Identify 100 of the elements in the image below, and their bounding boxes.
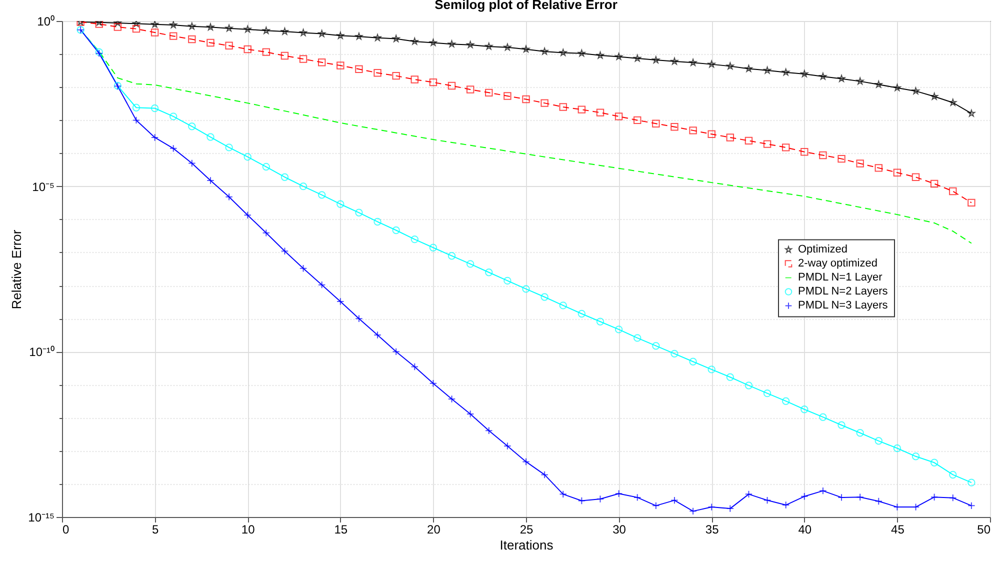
point: [856, 429, 864, 437]
x-tick-label: 0: [62, 522, 70, 536]
point: [150, 28, 159, 36]
point: [318, 58, 326, 66]
y-axis-title: Relative Error: [9, 229, 24, 310]
point: [968, 478, 976, 486]
point: [410, 362, 418, 371]
point: [838, 494, 846, 502]
point: [504, 276, 512, 285]
point: [819, 72, 827, 80]
point: [744, 490, 753, 498]
point: [188, 122, 196, 130]
point: [504, 442, 512, 450]
point: [466, 260, 474, 268]
point: [318, 280, 326, 289]
x-tick-label: 20: [427, 522, 441, 536]
point: [652, 342, 660, 350]
point: [763, 389, 772, 398]
point: [448, 395, 456, 403]
point: [800, 492, 808, 500]
point: [429, 244, 438, 252]
legend-label: PMDL N=2 Layers: [798, 286, 888, 298]
point: [336, 62, 344, 70]
point: [614, 112, 623, 120]
point: [596, 495, 604, 503]
point: [856, 160, 864, 168]
point: [949, 494, 957, 502]
point: [374, 34, 382, 42]
point: [355, 32, 363, 40]
point: [281, 28, 288, 35]
point: [578, 496, 586, 505]
point: [410, 38, 418, 45]
point: [819, 486, 827, 495]
point: [800, 148, 808, 156]
point: [188, 159, 196, 168]
point: [689, 358, 697, 366]
y-tick-label: 10⁻¹⁵: [28, 510, 55, 524]
point: [744, 382, 753, 390]
point: [206, 23, 214, 30]
point: [726, 134, 734, 142]
point: [578, 50, 586, 57]
x-tick-label: 35: [705, 522, 720, 536]
point: [392, 34, 400, 42]
point: [874, 437, 882, 445]
point: [596, 52, 604, 59]
point: [392, 72, 400, 80]
point: [374, 331, 382, 339]
point: [206, 133, 214, 141]
point: [689, 507, 697, 516]
point: [448, 252, 456, 260]
x-tick-label: 45: [891, 522, 905, 536]
point: [652, 56, 660, 64]
point: [244, 152, 252, 161]
point: [856, 77, 864, 85]
point: [874, 80, 882, 88]
point: [336, 32, 344, 39]
point: [336, 200, 344, 208]
point: [540, 99, 548, 107]
point: [578, 106, 586, 114]
point: [392, 348, 400, 356]
legend-label: PMDL N=3 Layers: [798, 300, 888, 312]
x-tick-label: 15: [334, 522, 348, 536]
legend-label: PMDL N=1 Layer: [798, 272, 883, 284]
point: [504, 92, 512, 100]
point: [170, 144, 178, 152]
point: [838, 154, 846, 163]
point: [150, 104, 159, 112]
point: [708, 60, 716, 68]
point: [634, 334, 642, 342]
point: [280, 173, 289, 181]
point: [522, 95, 530, 104]
point: [280, 247, 289, 255]
point: [448, 82, 456, 90]
x-tick-label: 5: [152, 522, 159, 536]
point: [726, 373, 734, 381]
point: [150, 134, 159, 142]
point: [968, 110, 976, 117]
point: [800, 70, 808, 78]
point: [170, 32, 178, 40]
x-tick-label: 50: [977, 522, 991, 536]
point: [968, 502, 976, 510]
point: [299, 264, 308, 272]
point: [114, 23, 122, 31]
point: [318, 30, 326, 38]
y-tick-label: 10⁻⁵: [32, 180, 55, 194]
point: [578, 310, 586, 318]
point: [596, 318, 604, 326]
point: [429, 380, 438, 388]
point: [968, 198, 976, 207]
point: [930, 180, 938, 188]
point: [430, 38, 437, 46]
point: [894, 84, 901, 92]
point: [300, 28, 307, 36]
point: [299, 55, 308, 63]
x-tick-label: 10: [241, 522, 256, 536]
point: [132, 104, 140, 112]
point: [355, 65, 363, 73]
point: [949, 470, 957, 479]
point: [374, 218, 382, 226]
point: [634, 54, 642, 62]
